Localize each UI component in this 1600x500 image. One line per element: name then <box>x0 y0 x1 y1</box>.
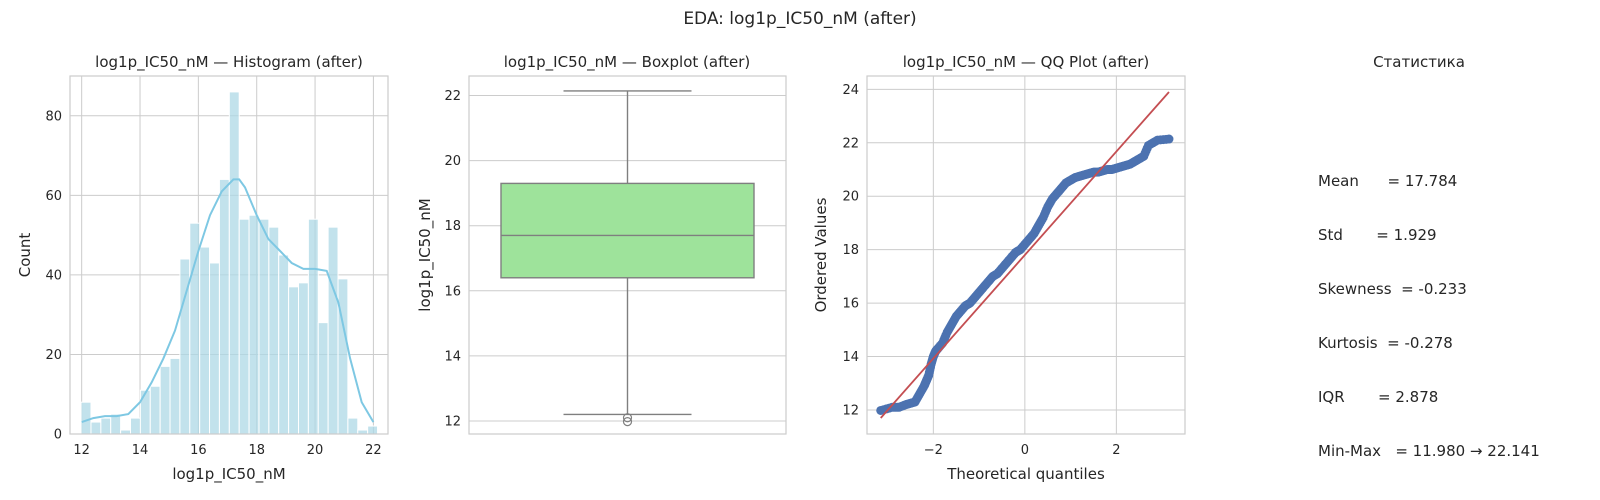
histogram-xlabel: log1p_IC50_nM <box>172 465 285 484</box>
histogram-bar <box>347 417 359 435</box>
qq-xtick-label: 2 <box>1112 443 1120 458</box>
histogram-bar <box>268 226 280 435</box>
histogram-bar <box>248 214 260 435</box>
histogram-bar <box>159 365 171 435</box>
qq-ytick-label: 22 <box>842 136 859 151</box>
qq-ytick-label: 18 <box>842 243 859 258</box>
stats-title: Статистика <box>1373 53 1465 71</box>
qq-grid <box>867 76 1185 434</box>
histogram-ylabel: Count <box>16 233 34 278</box>
histogram-bar <box>228 91 240 435</box>
histogram-bar <box>337 278 349 435</box>
qq-ytick-label: 12 <box>842 403 859 418</box>
histogram-tick-labels: 12 14 16 18 20 22 0 20 40 60 80 <box>45 109 381 458</box>
qq-xtick-label: 0 <box>1021 443 1029 458</box>
histogram-bar <box>327 226 339 435</box>
stats-std: Std = 1.929 <box>1318 226 1437 244</box>
boxplot-panel: log1p_IC50_nM — Boxplot (after) 12 14 16 18… <box>416 53 787 435</box>
qq-panel: log1p_IC50_nM — QQ Plot (after) −2 0 2 12 14… <box>812 53 1186 483</box>
qq-tick-labels: −2 0 2 12 14 16 18 20 22 24 <box>842 83 1120 458</box>
boxplot-box <box>500 182 755 279</box>
histogram-ytick-label: 0 <box>54 428 62 443</box>
histogram-xtick-label: 22 <box>365 443 382 458</box>
boxplot-ytick-label: 12 <box>444 414 461 429</box>
histogram-bar <box>130 417 141 435</box>
boxplot-title: log1p_IC50_nM — Boxplot (after) <box>504 53 751 72</box>
histogram-xtick-label: 14 <box>132 443 149 458</box>
qq-xlabel: Theoretical quantiles <box>946 465 1105 483</box>
histogram-kde-line <box>81 178 375 424</box>
histogram-bar <box>278 254 290 435</box>
histogram-frame <box>69 75 389 435</box>
histogram-bar <box>367 425 379 435</box>
qq-ylabel: Ordered Values <box>812 197 830 312</box>
histogram-bar <box>238 218 250 435</box>
stats-text: Mean = 17.784 Std = 1.929 Skewness = -0.… <box>1318 136 1540 478</box>
histogram-bar <box>288 286 299 435</box>
histogram-xtick-label: 12 <box>73 443 90 458</box>
qq-ytick-label: 14 <box>842 350 859 365</box>
qq-ytick-label: 20 <box>842 190 859 205</box>
histogram-bars <box>80 91 379 435</box>
boxplot-ytick-label: 22 <box>444 89 461 104</box>
boxplot-outlier <box>622 413 633 423</box>
boxplot-ytick-label: 14 <box>444 349 461 364</box>
histogram-panel: log1p_IC50_nM — Histogram (after) 12 14 16… <box>16 53 389 484</box>
boxplot-marks <box>500 90 755 427</box>
histogram-title: log1p_IC50_nM — Histogram (after) <box>95 53 363 72</box>
boxplot-ylabel: log1p_IC50_nM <box>416 198 435 311</box>
histogram-bar <box>199 246 211 435</box>
histogram-bar <box>139 389 151 435</box>
boxplot-ytick-label: 18 <box>444 219 461 234</box>
histogram-bar <box>90 421 102 435</box>
boxplot-outlier <box>622 417 633 427</box>
qq-point <box>1164 134 1174 144</box>
qq-title: log1p_IC50_nM — QQ Plot (after) <box>903 53 1150 72</box>
histogram-xtick-label: 18 <box>248 443 265 458</box>
stats-skewness: Skewness = -0.233 <box>1318 280 1467 298</box>
histogram-xtick-label: 16 <box>190 443 207 458</box>
figure-suptitle: EDA: log1p_IC50_nM (after) <box>683 9 916 29</box>
histogram-bar <box>149 385 161 435</box>
stats-mean: Mean = 17.784 <box>1318 172 1458 190</box>
histogram-bar <box>80 401 92 435</box>
histogram-ytick-label: 20 <box>45 348 62 363</box>
histogram-bar <box>297 282 309 435</box>
histogram-bar <box>100 417 112 435</box>
qq-reference-line <box>880 91 1170 419</box>
histogram-bar <box>218 178 230 435</box>
histogram-bar <box>307 218 319 435</box>
qq-xtick-label: −2 <box>924 443 943 458</box>
histogram-bar <box>169 357 181 435</box>
qq-ytick-label: 16 <box>842 297 859 312</box>
histogram-bar <box>317 322 329 435</box>
histogram-bar <box>209 262 220 435</box>
boxplot-ytick-label: 20 <box>444 154 461 169</box>
boxplot-ytick-label: 16 <box>444 284 461 299</box>
boxplot-tick-labels: 12 14 16 18 20 22 <box>444 89 461 429</box>
histogram-xtick-label: 20 <box>307 443 324 458</box>
qq-ytick-label: 24 <box>842 83 859 98</box>
boxplot-frame <box>468 75 787 435</box>
histogram-ytick-label: 80 <box>45 109 62 124</box>
stats-minmax: Min-Max = 11.980 → 22.141 <box>1318 442 1540 460</box>
histogram-ytick-label: 60 <box>45 189 62 204</box>
stats-iqr: IQR = 2.878 <box>1318 388 1439 406</box>
histogram-bar <box>258 218 270 435</box>
histogram-ytick-label: 40 <box>45 268 62 283</box>
stats-kurtosis: Kurtosis = -0.278 <box>1318 334 1453 352</box>
qq-frame <box>866 75 1186 435</box>
